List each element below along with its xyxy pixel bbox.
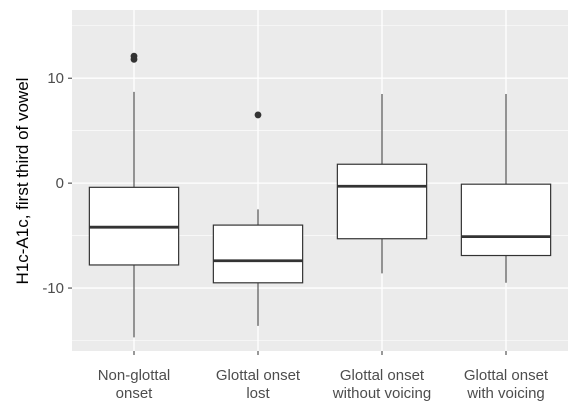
box-group (212, 111, 304, 326)
plot-panel (72, 10, 568, 351)
box-iqr (460, 183, 552, 257)
outlier-point (130, 52, 138, 60)
y-axis-title: H1c-A1c, first third of vowel (13, 78, 32, 285)
box-group (336, 93, 428, 274)
box-series (88, 52, 552, 338)
grid-lines (72, 10, 568, 351)
y-tick-label: 10 (47, 70, 64, 87)
x-tick-label: Glottal onset with voicing (464, 367, 549, 402)
x-tick-label: Glottal onset lost (216, 367, 301, 402)
box-group (88, 52, 180, 338)
box-group (460, 93, 552, 283)
box-iqr (212, 224, 304, 284)
x-axis: Non-glottal onset Glottal onset lost Glottal… (98, 351, 549, 402)
y-tick-label: 0 (56, 175, 64, 192)
x-tick-label: Non-glottal onset (98, 367, 171, 402)
outlier-point (254, 111, 262, 119)
y-axis: -10 0 10 (42, 70, 72, 297)
y-tick-label: -10 (42, 280, 64, 297)
x-tick-label: Glottal onset without voicing (332, 367, 431, 402)
box-iqr (336, 163, 428, 240)
